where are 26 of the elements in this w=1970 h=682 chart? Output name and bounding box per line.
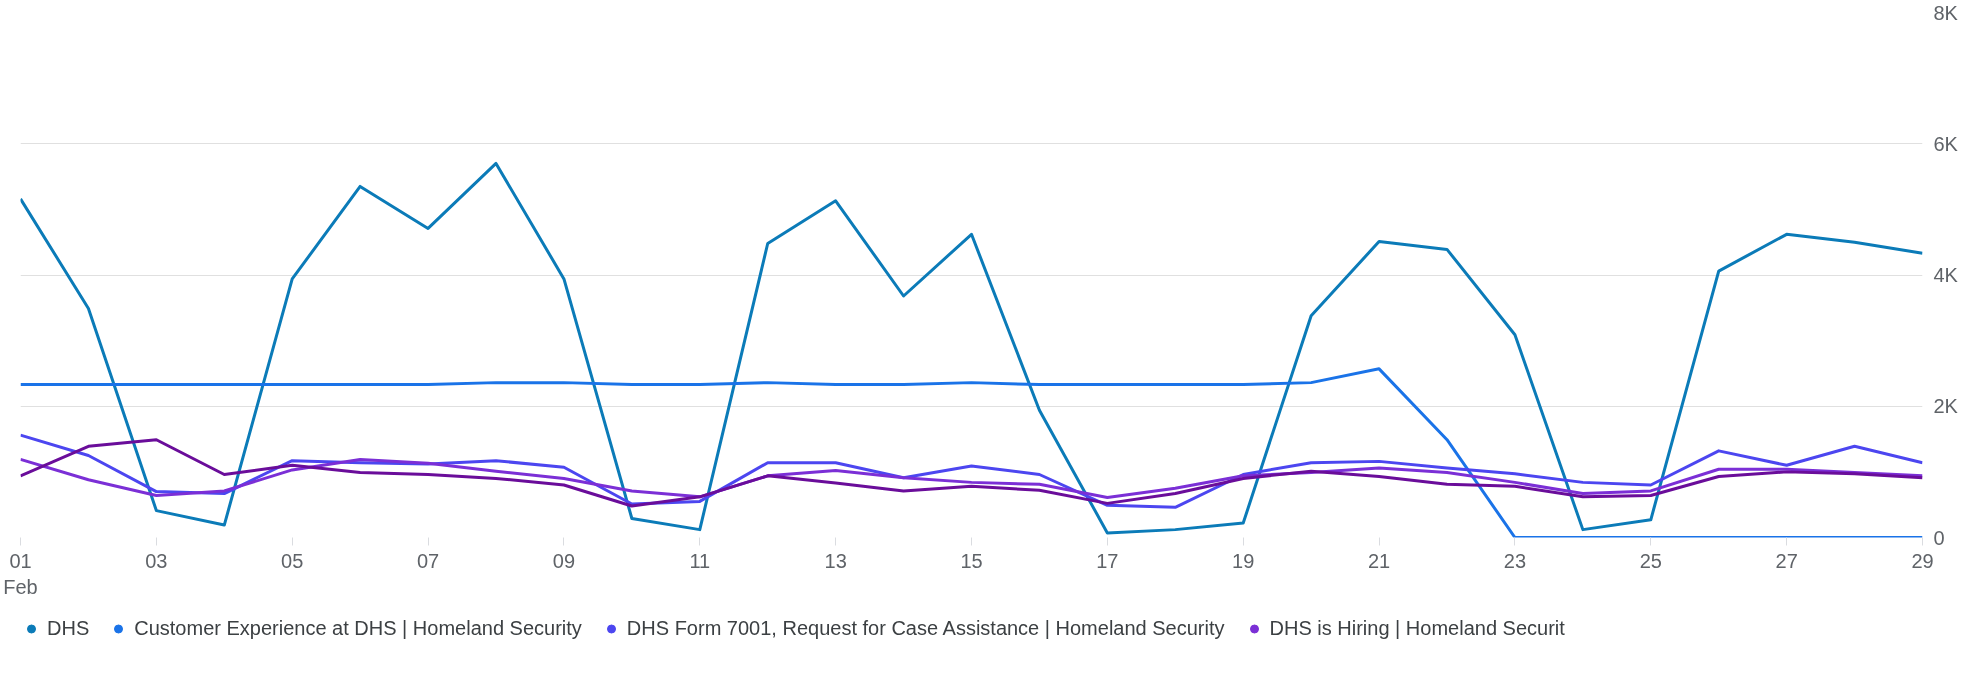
x-tick-label: 11 bbox=[689, 549, 711, 572]
x-tick-label: 23 bbox=[1503, 549, 1527, 572]
legend-label: Customer Experience at DHS | Homeland Security bbox=[134, 616, 582, 640]
y-tick-label: 8K bbox=[1933, 1, 1959, 24]
x-tick-label: 19 bbox=[1232, 549, 1255, 572]
x-tick-label: 09 bbox=[552, 549, 576, 572]
x-tick-label: 07 bbox=[416, 549, 440, 572]
legend-label: DHS Form 7001, Request for Case Assistance | Homeland Security bbox=[626, 616, 1225, 640]
line-series bbox=[20, 161, 1923, 535]
y-tick-label: 0 bbox=[1933, 526, 1945, 549]
y-tick-label: 4K bbox=[1933, 264, 1959, 286]
y-tick-label: 6K bbox=[1933, 132, 1959, 155]
x-tick-label: 15 bbox=[960, 549, 983, 572]
x-tick-label: 27 bbox=[1775, 549, 1798, 572]
x-tick-label: 03 bbox=[145, 549, 168, 572]
line-series bbox=[20, 367, 1923, 538]
legend-label: DHS is Hiring | Homeland Securit bbox=[1269, 616, 1565, 640]
x-tick-label: 13 bbox=[824, 549, 847, 572]
x-tick-label: 29 bbox=[1911, 549, 1934, 572]
x-tick-label: 05 bbox=[281, 549, 304, 572]
legend-label: DHS bbox=[47, 616, 90, 640]
x-tick-label: 17 bbox=[1096, 549, 1119, 572]
x-tick-label: 21 bbox=[1367, 549, 1391, 572]
x-tick-label: 01 Feb bbox=[3, 549, 38, 598]
x-tick-label: 25 bbox=[1639, 549, 1662, 572]
y-tick-label: 2K bbox=[1933, 395, 1959, 418]
